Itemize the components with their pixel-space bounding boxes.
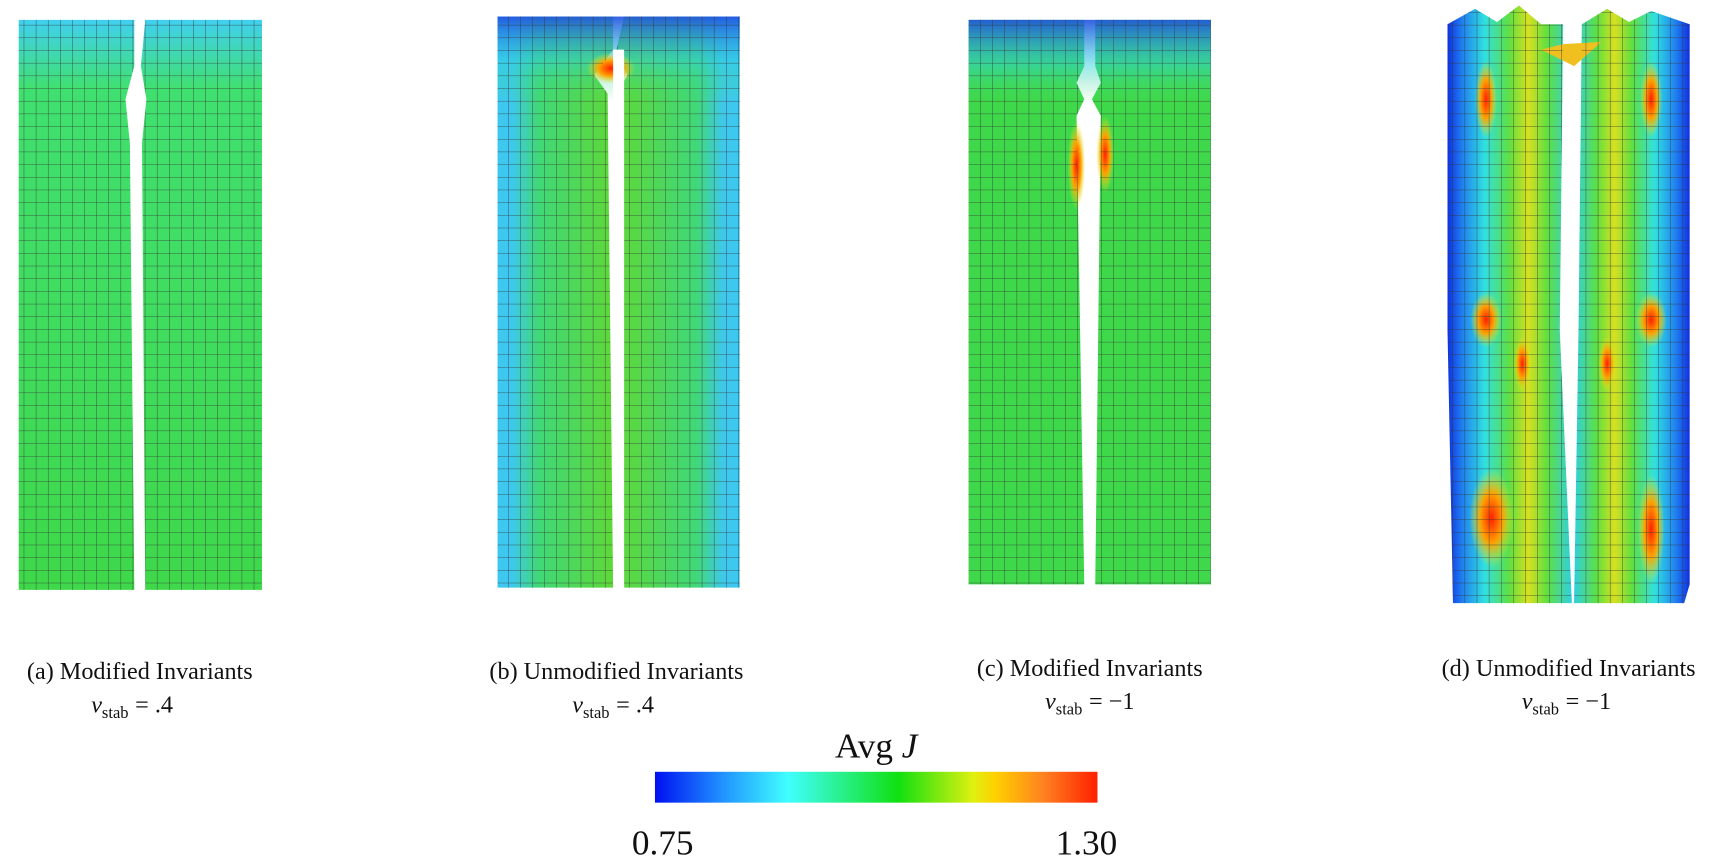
caption-equation: νstab = .4 — [572, 691, 654, 722]
caption-label: (d) Unmodified Invariants — [1442, 655, 1696, 682]
subscript: stab — [583, 703, 610, 722]
subscript: stab — [1532, 699, 1559, 718]
caption-label: (c) Modified Invariants — [977, 655, 1203, 682]
caption-equation: νstab = .4 — [91, 691, 173, 722]
captions: (a) Modified Invariants νstab = .4 (b) Un… — [27, 655, 1696, 722]
colorbar-gradient — [654, 771, 1098, 803]
colorbar-title: Avg J — [835, 726, 920, 765]
caption-equation: νstab = −1 — [1045, 688, 1134, 719]
mesh-b — [497, 16, 740, 588]
caption-equation: νstab = −1 — [1522, 688, 1611, 719]
symbol: ν — [1522, 688, 1533, 715]
colorbar: Avg J 0.75 1.30 — [632, 726, 1117, 860]
subscript: stab — [1056, 699, 1083, 718]
equation-rhs: = .4 — [616, 691, 654, 718]
colorbar-min: 0.75 — [632, 823, 694, 860]
title: Avg — [835, 726, 893, 765]
symbol: ν — [91, 691, 102, 718]
colorbar-max: 1.30 — [1056, 823, 1118, 860]
equation-rhs: = −1 — [1566, 688, 1611, 715]
equation-rhs: = −1 — [1089, 688, 1134, 715]
subscript: stab — [102, 703, 129, 722]
mesh-c — [968, 19, 1211, 585]
mesh-a — [18, 19, 262, 590]
equation-rhs: = .4 — [135, 691, 173, 718]
mesh-d — [1447, 5, 1690, 604]
variable: J — [902, 726, 920, 765]
symbol: ν — [572, 691, 583, 718]
caption-label: (b) Unmodified Invariants — [489, 658, 743, 685]
caption-label: (a) Modified Invariants — [27, 658, 253, 685]
symbol: ν — [1045, 688, 1056, 715]
